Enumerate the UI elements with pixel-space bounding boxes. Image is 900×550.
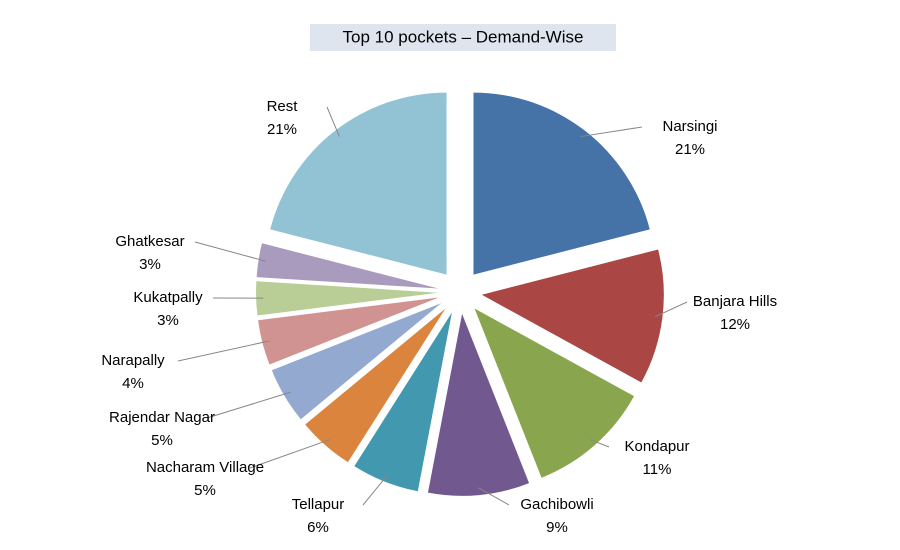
slice-label: Gachibowli: [520, 496, 593, 513]
slice-value-label: 4%: [122, 375, 144, 392]
leader-line: [326, 106, 340, 137]
slice-label: Tellapur: [292, 496, 345, 513]
leader-line: [177, 340, 270, 362]
pie-slice: [473, 92, 650, 275]
slice-value-label: 5%: [151, 432, 173, 449]
slice-value-label: 6%: [307, 519, 329, 536]
pie-slice: [270, 92, 447, 275]
leader-line: [580, 126, 643, 138]
chart-title: Top 10 pockets – Demand-Wise: [343, 27, 584, 46]
slice-label: Ghatkesar: [115, 233, 184, 250]
slice-value-label: 5%: [194, 482, 216, 499]
pie-slice: [305, 308, 446, 463]
slice-value-label: 3%: [157, 312, 179, 329]
slice-label: Nacharam Village: [146, 459, 264, 476]
slice-value-label: 21%: [675, 141, 705, 158]
pie-slice: [354, 312, 452, 492]
leader-line: [362, 474, 388, 506]
leader-line: [249, 439, 331, 469]
slice-label: Kondapur: [624, 438, 689, 455]
pie-slice: [258, 297, 439, 365]
leader-line: [194, 241, 266, 262]
title-box: [310, 24, 616, 51]
leader-line: [654, 301, 688, 318]
pie-slice: [256, 281, 439, 316]
slice-label: Banjara Hills: [693, 293, 777, 310]
leader-line: [589, 439, 610, 448]
pie-slice: [474, 308, 635, 478]
leader-line: [206, 391, 291, 419]
slice-label: Rajendar Nagar: [109, 409, 215, 426]
leader-line: [478, 487, 510, 506]
slice-value-label: 11%: [643, 461, 672, 478]
pie-slice: [271, 303, 442, 420]
slice-value-label: 9%: [546, 519, 568, 536]
pie-slice: [427, 313, 530, 496]
slice-label: Kukatpally: [133, 289, 203, 306]
slice-value-label: 12%: [720, 316, 750, 333]
slice-value-label: 3%: [139, 256, 161, 273]
pie-slice: [256, 243, 439, 289]
slice-value-label: 21%: [267, 121, 297, 138]
pie-slice: [481, 249, 664, 383]
slice-label: Narsingi: [662, 118, 717, 135]
slice-label: Rest: [267, 98, 299, 115]
slice-label: Narapally: [101, 352, 165, 369]
